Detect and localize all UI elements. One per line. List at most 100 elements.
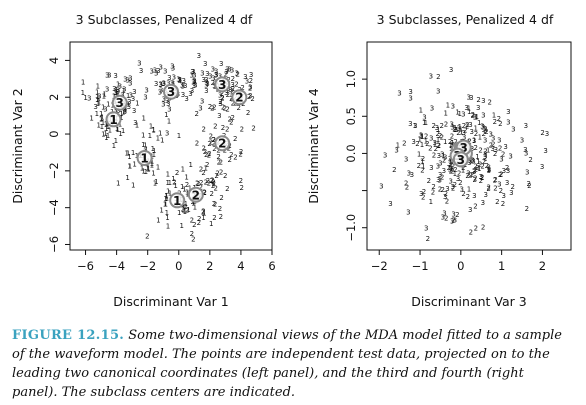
data-point: 3 (502, 167, 506, 175)
data-point: 2 (474, 130, 478, 138)
data-point: 3 (167, 105, 171, 113)
data-point: 3 (218, 72, 222, 80)
caption-text: Some two-dimensional views of the MDA mo… (12, 328, 562, 400)
data-point: 1 (101, 103, 105, 111)
data-point: 2 (227, 116, 231, 124)
data-point: 3 (449, 66, 453, 74)
data-point: 2 (450, 167, 454, 175)
data-point: 3 (491, 134, 495, 142)
data-point: 2 (212, 200, 216, 208)
data-point: 3 (408, 120, 412, 128)
data-point: 2 (495, 198, 499, 206)
data-point: 3 (466, 170, 470, 178)
data-point: 2 (489, 142, 493, 150)
right-panel-title: 3 Subclasses, Penalized 4 df (377, 12, 554, 27)
data-point: 2 (479, 177, 483, 185)
data-point: 2 (462, 122, 466, 130)
data-point: 2 (195, 179, 199, 187)
data-point: 1 (114, 86, 118, 94)
data-point: 2 (448, 161, 452, 169)
data-point: 3 (404, 155, 408, 163)
data-point: 3 (443, 154, 447, 162)
subclass-center: 1 (169, 192, 186, 209)
left-x-axis-label: Discriminant Var 1 (113, 294, 228, 309)
data-point: 2 (480, 174, 484, 182)
data-point: 2 (482, 158, 486, 166)
data-point: 3 (162, 96, 166, 104)
data-point: 3 (248, 83, 252, 91)
data-point: 2 (461, 164, 465, 172)
data-point: 3 (166, 79, 170, 87)
data-point: 2 (525, 205, 529, 213)
data-point: 3 (214, 71, 218, 79)
data-point: 2 (240, 84, 244, 92)
data-point: 1 (151, 126, 155, 134)
data-point: 1 (150, 160, 154, 168)
data-point: 1 (156, 134, 160, 142)
data-point: 2 (422, 188, 426, 196)
data-point: 1 (144, 146, 148, 154)
data-point: 2 (417, 162, 421, 170)
data-point: 1 (145, 165, 149, 173)
data-point: 3 (144, 87, 148, 95)
data-point: 3 (115, 88, 119, 96)
data-point: 1 (477, 165, 481, 173)
data-point: 2 (472, 176, 476, 184)
data-point: 2 (448, 138, 452, 146)
data-point: 1 (114, 137, 118, 145)
data-point: 1 (486, 147, 490, 155)
data-point: 2 (436, 142, 440, 150)
data-point: 1 (156, 217, 160, 225)
data-point: 3 (218, 91, 222, 99)
data-point: 1 (171, 175, 175, 183)
data-point: 1 (193, 204, 197, 212)
data-point: 3 (190, 68, 194, 76)
data-point: 3 (224, 89, 228, 97)
subclass-center: 3 (214, 76, 231, 93)
data-point: 2 (505, 164, 509, 172)
data-point: 2 (212, 180, 216, 188)
data-point: 3 (453, 217, 457, 225)
subclass-center: 3 (111, 94, 128, 111)
data-point: 3 (126, 76, 130, 84)
data-point: 2 (251, 124, 255, 132)
data-point: 1 (160, 137, 164, 145)
data-point: 3 (249, 71, 253, 79)
data-point: 3 (156, 67, 160, 75)
data-point: 3 (487, 167, 491, 175)
data-point: 2 (207, 179, 211, 187)
data-point: 2 (196, 180, 200, 188)
data-point: 2 (465, 172, 469, 180)
data-point: 1 (121, 127, 125, 135)
data-point: 1 (424, 137, 428, 145)
data-point: 2 (213, 200, 217, 208)
data-point: 1 (112, 142, 116, 150)
data-point: 3 (161, 101, 165, 109)
data-point: 2 (449, 168, 453, 176)
data-point: 3 (208, 72, 212, 80)
data-point: 3 (225, 66, 229, 74)
data-point: 1 (166, 222, 170, 230)
data-point: 1 (453, 124, 457, 132)
data-point: 3 (450, 218, 454, 226)
data-point: 3 (177, 76, 181, 84)
data-point: 3 (459, 186, 463, 194)
data-point: 3 (214, 72, 218, 80)
data-point: 1 (100, 114, 104, 122)
data-point: 3 (128, 75, 132, 83)
data-point: 3 (461, 129, 465, 137)
data-point: 3 (429, 72, 433, 80)
data-point: 3 (191, 68, 195, 76)
data-point: 2 (431, 183, 435, 191)
data-point: 3 (105, 72, 109, 80)
data-point: 2 (219, 213, 223, 221)
data-point: 3 (483, 151, 487, 159)
data-point: 2 (480, 163, 484, 171)
data-point: 3 (456, 124, 460, 132)
data-point: 1 (164, 192, 168, 200)
data-point: 1 (478, 134, 482, 142)
data-point: 1 (168, 179, 172, 187)
data-point: 3 (243, 73, 247, 81)
data-point: 2 (220, 94, 224, 102)
data-point: 2 (461, 190, 465, 198)
